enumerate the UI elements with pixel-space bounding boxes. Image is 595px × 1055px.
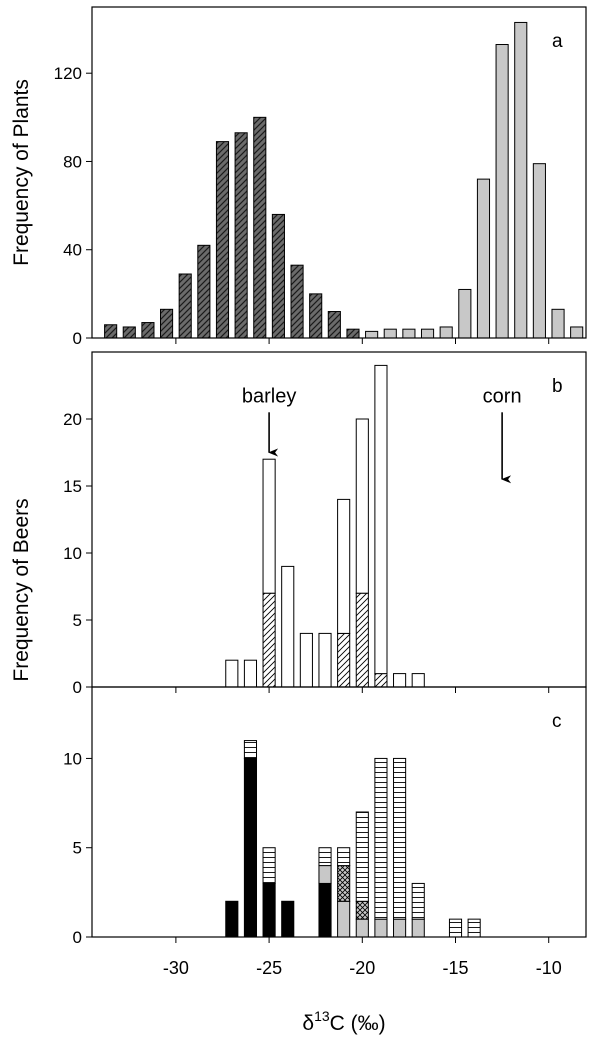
- bar-a-s1-6: [476, 178, 491, 339]
- y-tick-label-b-0: 0: [73, 678, 82, 697]
- bar-b-s0-2: [262, 592, 276, 688]
- bar-b-s1-8: [374, 364, 388, 675]
- bar-a-s1-5: [458, 288, 472, 339]
- bar-c-s3-5: [337, 847, 351, 867]
- y-tick-label-b-1: 5: [73, 611, 82, 630]
- bar-a-s1-8: [514, 21, 528, 339]
- bar-a-s0-6: [215, 141, 230, 339]
- bar-c-s1-6: [355, 918, 369, 938]
- bar-b-s0-8: [374, 673, 388, 688]
- bar-a-s1-0: [365, 330, 379, 339]
- bar-c-s0-4: [318, 882, 332, 938]
- bar-c-s3-10: [448, 918, 463, 938]
- bar-a-s1-1: [383, 328, 397, 339]
- bar-c-s0-0: [225, 900, 239, 938]
- bar-b-s1-2: [262, 458, 276, 594]
- y-tick-label-a-0: 0: [73, 329, 82, 348]
- y-tick-label-b-2: 10: [63, 544, 82, 563]
- bar-c-s1-8: [393, 918, 407, 938]
- bar-a-s1-3: [420, 328, 435, 339]
- panel-letter-b: b: [552, 376, 563, 397]
- bar-c-s3-1: [243, 740, 258, 759]
- y-tick-label-b-3: 15: [63, 477, 82, 496]
- bar-c-s3-6: [355, 811, 369, 902]
- bar-b-s1-0: [225, 659, 239, 688]
- bar-a-s1-4: [439, 326, 453, 339]
- bar-a-s1-11: [570, 326, 584, 339]
- bar-b-s1-5: [318, 632, 332, 688]
- bar-a-s0-1: [122, 326, 136, 339]
- y-tick-label-c-0: 0: [73, 928, 82, 947]
- bar-b-s1-9: [393, 673, 407, 688]
- bar-c-s0-1: [243, 757, 258, 938]
- y-tick-label-a-3: 120: [54, 64, 82, 83]
- panel-b: 0 5 10 15 20 b barley corn Frequency of Beers: [10, 351, 587, 697]
- bar-b-s0-6: [337, 632, 351, 688]
- y-tick-label-a-2: 80: [63, 152, 82, 171]
- bar-a-s0-3: [160, 308, 174, 339]
- bar-c-s3-4: [318, 847, 332, 867]
- x-axis-label: δ13C (‰): [302, 1008, 385, 1035]
- x-axis-label-rest: C (‰): [330, 1012, 386, 1035]
- bar-a-s0-9: [271, 213, 285, 339]
- bar-a-s1-9: [532, 163, 546, 339]
- bar-c-s3-2: [262, 847, 276, 884]
- x-axis-label-delta: δ: [302, 1012, 314, 1035]
- x-tick-label-0: -30: [163, 958, 189, 978]
- bar-a-s0-11: [309, 293, 323, 339]
- panel-a: 0 40 80 120 a Frequency of Plants: [10, 6, 587, 348]
- annotation-corn: corn: [483, 385, 522, 407]
- bar-c-s3-7: [374, 757, 388, 920]
- x-tick-label-3: -15: [443, 958, 469, 978]
- bar-a-s0-2: [141, 322, 155, 339]
- bar-a-s0-0: [104, 324, 118, 339]
- x-tick-label-2: -20: [349, 958, 375, 978]
- annotation-barley: barley: [242, 385, 296, 407]
- bar-a-s0-13: [346, 328, 360, 339]
- bar-b-s1-4: [299, 632, 313, 688]
- bar-c-s3-11: [467, 918, 481, 938]
- bar-b-s1-7: [355, 418, 369, 594]
- panel-letter-c: c: [552, 711, 562, 732]
- bar-c-s0-3: [281, 900, 295, 938]
- bar-b-s1-6: [337, 498, 351, 634]
- bar-a-s0-4: [178, 273, 192, 339]
- bar-a-s0-5: [197, 244, 211, 339]
- bar-a-s1-7: [495, 44, 509, 339]
- bar-c-s1-5: [337, 900, 351, 938]
- bar-c-s3-9: [411, 882, 425, 920]
- x-tick-label-4: -10: [536, 958, 562, 978]
- bar-a-s0-12: [327, 311, 341, 339]
- bar-a-s0-7: [234, 132, 248, 339]
- bar-b-s1-3: [281, 565, 295, 688]
- bar-c-s3-8: [393, 757, 407, 920]
- bar-a-s0-10: [290, 264, 304, 339]
- bar-c-s2-6: [355, 900, 369, 920]
- bar-b-s1-1: [243, 659, 258, 688]
- bar-b-s1-10: [411, 673, 425, 688]
- y-axis-label-a: Frequency of Plants: [10, 79, 33, 266]
- x-axis-label-superscript: 13: [314, 1008, 330, 1024]
- bar-a-s0-8: [253, 116, 267, 339]
- bar-c-s1-9: [411, 918, 425, 938]
- panel-frame-a: [91, 6, 587, 339]
- x-tick-label-1: -25: [256, 958, 282, 978]
- y-tick-label-c-1: 5: [73, 839, 82, 858]
- panel-c: 0 5 10 c: [63, 686, 587, 947]
- bar-b-s0-7: [355, 592, 369, 688]
- y-tick-label-b-4: 20: [63, 410, 82, 429]
- bar-c-s1-4: [318, 865, 332, 884]
- bar-a-s1-10: [551, 308, 565, 339]
- y-tick-label-c-2: 10: [63, 749, 82, 768]
- bar-c-s2-5: [337, 865, 351, 902]
- panel-frame-c: [91, 686, 587, 938]
- bar-a-s1-2: [402, 328, 416, 339]
- bar-c-s1-7: [374, 918, 388, 938]
- bar-c-s0-2: [262, 882, 276, 938]
- y-tick-label-a-1: 40: [63, 241, 82, 260]
- y-axis-label-b: Frequency of Beers: [10, 498, 33, 681]
- panel-letter-a: a: [552, 31, 563, 52]
